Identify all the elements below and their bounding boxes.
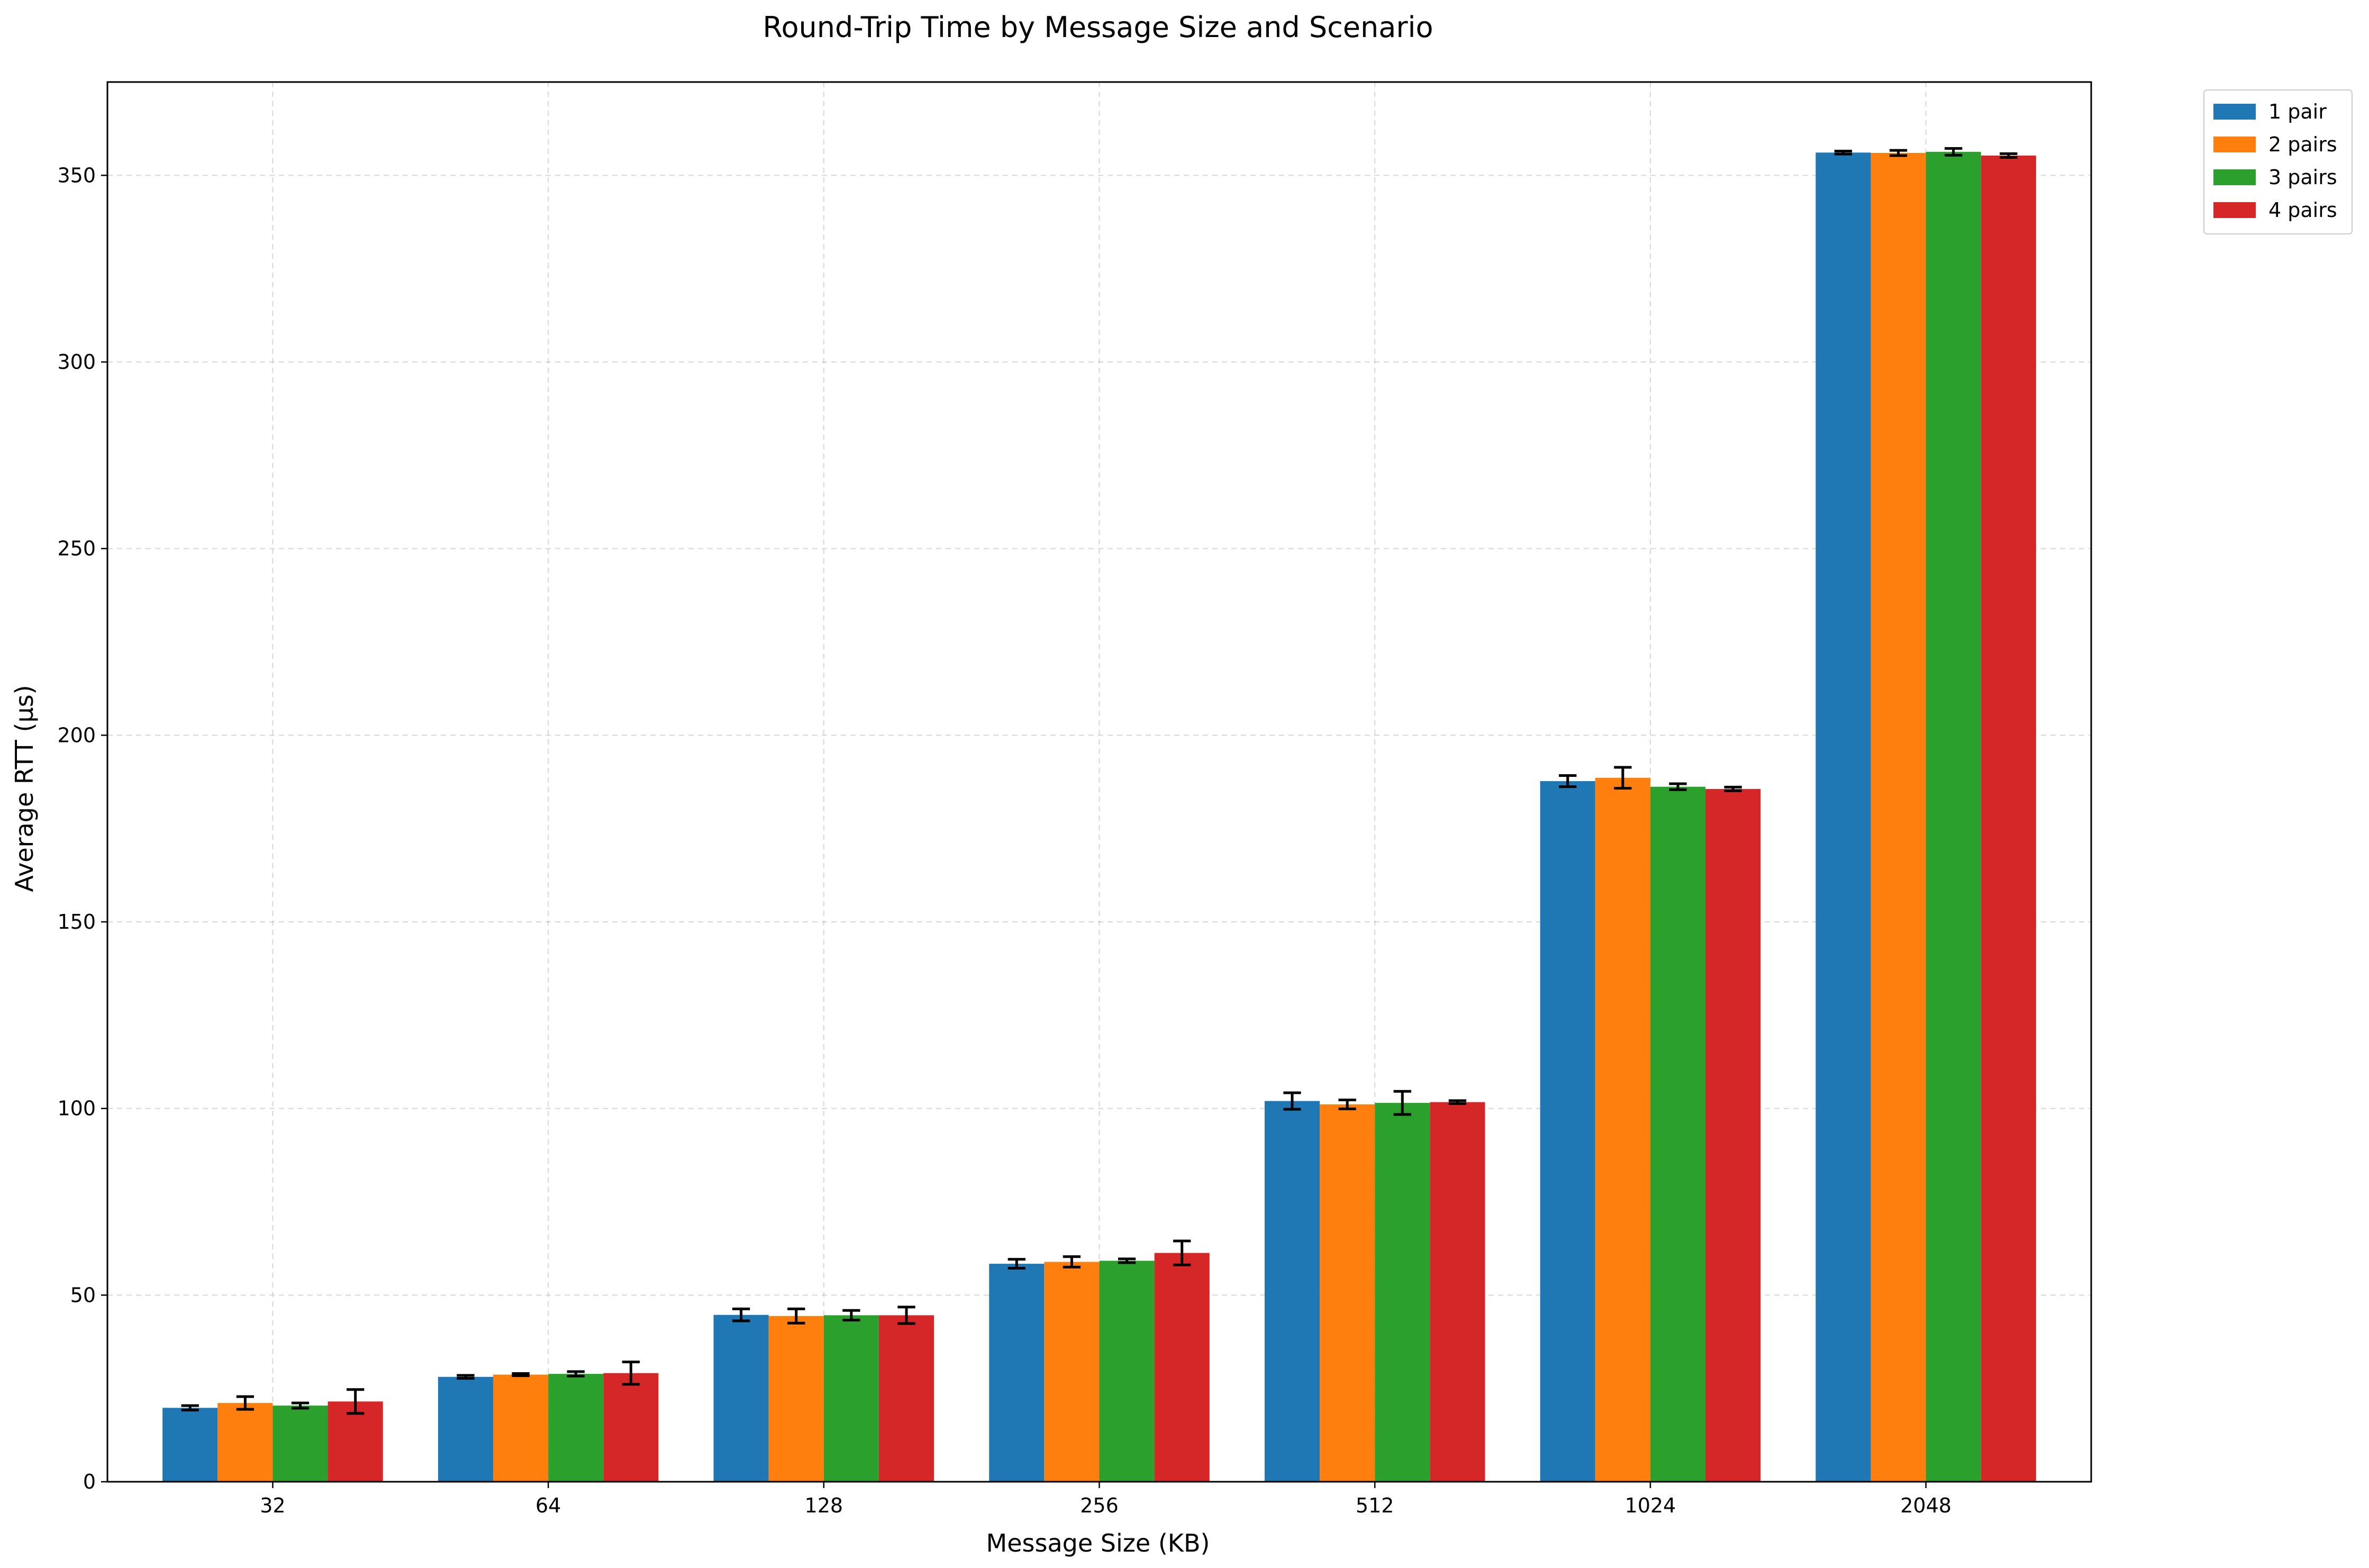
y-axis-label: Average RTT (µs) xyxy=(10,685,39,892)
bar xyxy=(493,1374,549,1482)
legend-swatch xyxy=(2213,137,2256,152)
bar xyxy=(1540,781,1595,1482)
bar xyxy=(1926,151,1981,1482)
bar xyxy=(768,1316,824,1482)
bar xyxy=(713,1315,769,1482)
bar xyxy=(1595,777,1650,1482)
bar xyxy=(1154,1253,1210,1482)
x-tick-label: 1024 xyxy=(1625,1494,1676,1517)
axes: 0 50 100 150 200 250 300 350 32 64 128 256 512 1024 20… xyxy=(57,81,2092,1517)
bar xyxy=(1044,1262,1100,1482)
legend-label: 4 pairs xyxy=(2268,198,2337,222)
x-tick-label: 256 xyxy=(1080,1494,1119,1517)
bars xyxy=(162,151,2036,1482)
y-tick-label: 150 xyxy=(57,910,96,933)
x-axis-label: Message Size (KB) xyxy=(986,1529,1210,1557)
bar xyxy=(1099,1261,1155,1482)
legend: 1 pair 2 pairs 3 pairs 4 pairs xyxy=(2203,89,2353,234)
legend-label: 1 pair xyxy=(2268,100,2327,123)
bar xyxy=(217,1403,273,1482)
bar xyxy=(162,1408,218,1482)
x-tick-label: 64 xyxy=(535,1494,561,1517)
bar xyxy=(1320,1104,1375,1482)
bar xyxy=(878,1315,934,1482)
bar xyxy=(1264,1101,1320,1482)
bar xyxy=(1816,152,1871,1482)
y-tick-label: 100 xyxy=(57,1097,96,1120)
x-tick-label: 128 xyxy=(805,1494,843,1517)
bar xyxy=(438,1376,493,1482)
y-tick-label: 0 xyxy=(83,1470,96,1493)
bar xyxy=(1430,1102,1485,1482)
y-tick-label: 250 xyxy=(57,537,96,560)
plot-frame xyxy=(106,81,2092,1483)
bar xyxy=(989,1264,1045,1482)
bar xyxy=(328,1401,383,1482)
bar xyxy=(273,1406,328,1482)
legend-swatch xyxy=(2213,169,2256,185)
y-tick-label: 350 xyxy=(57,164,96,187)
legend-box xyxy=(2203,89,2353,234)
y-tick-label: 50 xyxy=(70,1283,96,1307)
y-tick-label: 200 xyxy=(57,723,96,747)
bar xyxy=(823,1315,879,1482)
bar xyxy=(1705,788,1761,1482)
bar xyxy=(1871,153,1926,1482)
legend-label: 3 pairs xyxy=(2268,166,2337,189)
bar xyxy=(1981,155,2036,1482)
legend-label: 2 pairs xyxy=(2268,133,2337,156)
bar xyxy=(1650,786,1706,1482)
x-tick-label: 512 xyxy=(1356,1494,1394,1517)
bar xyxy=(548,1374,604,1482)
error-bars xyxy=(181,147,2018,1415)
chart-title: Round-Trip Time by Message Size and Scen… xyxy=(763,11,1433,44)
legend-swatch xyxy=(2213,104,2256,120)
bar xyxy=(603,1373,659,1482)
y-tick-label: 300 xyxy=(57,350,96,374)
bar xyxy=(1375,1103,1430,1482)
x-tick-label: 2048 xyxy=(1900,1494,1952,1517)
legend-swatch xyxy=(2213,202,2256,218)
x-tick-label: 32 xyxy=(260,1494,285,1517)
